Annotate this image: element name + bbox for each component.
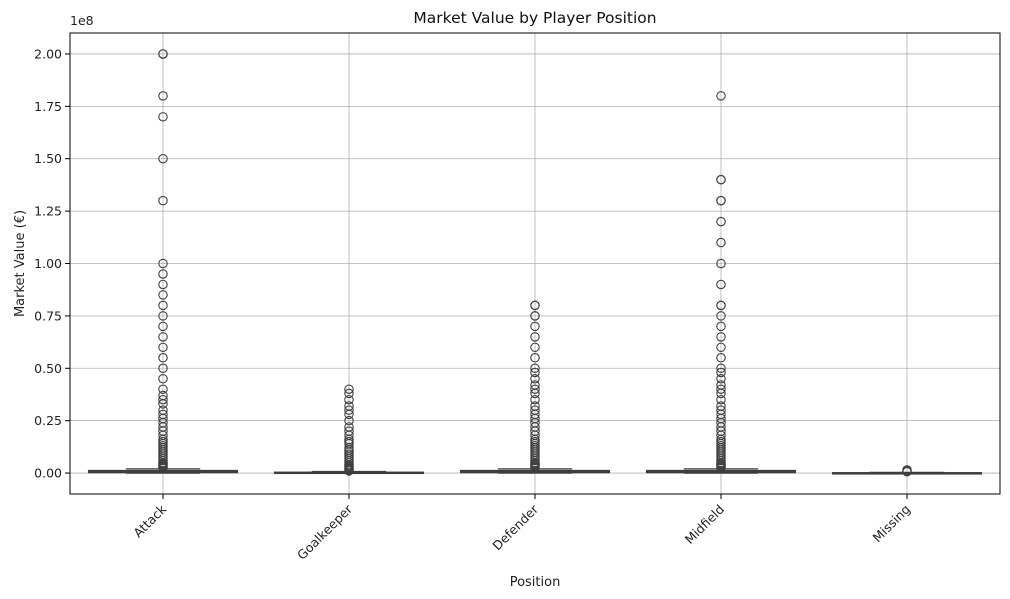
outlier-point <box>530 321 540 332</box>
outlier-point <box>344 388 354 399</box>
y-tick-label: 0.25 <box>34 413 62 428</box>
outlier-point <box>158 463 168 473</box>
outlier-point <box>716 342 726 353</box>
box-midfield <box>645 91 797 474</box>
outlier-point <box>158 91 168 101</box>
box-missing <box>831 465 983 477</box>
outlier-point <box>158 384 168 394</box>
x-axis-label: Position <box>510 575 561 590</box>
outlier-point <box>716 384 726 394</box>
y-tick-label: 1.00 <box>34 256 62 271</box>
y-tick-label: 1.50 <box>34 151 62 166</box>
box-series <box>87 49 983 477</box>
outlier-point <box>158 300 168 311</box>
y-tick-label: 1.25 <box>34 204 62 219</box>
outlier-point <box>530 463 540 473</box>
outlier-point <box>530 373 540 384</box>
outlier-point <box>530 363 540 374</box>
outlier-point <box>158 373 168 384</box>
outlier-point <box>716 332 726 342</box>
box-goalkeeper <box>273 384 425 476</box>
outlier-point <box>716 216 726 227</box>
outlier-point <box>158 342 168 353</box>
outlier-point <box>716 311 726 321</box>
outlier-point <box>344 466 354 476</box>
outlier-point <box>344 405 354 415</box>
outlier-point <box>716 91 726 101</box>
outlier-point <box>716 279 726 290</box>
outlier-point <box>158 49 168 59</box>
outlier-point <box>530 367 540 378</box>
outlier-point <box>716 394 726 405</box>
outlier-point <box>344 394 354 405</box>
outlier-point <box>158 279 168 290</box>
outlier-point <box>902 467 912 477</box>
outlier-point <box>716 237 726 248</box>
outlier-point <box>530 332 540 342</box>
outlier-point <box>716 174 726 185</box>
outlier-point <box>530 394 540 405</box>
outlier-point <box>344 384 354 394</box>
outlier-point <box>530 342 540 353</box>
outlier-point <box>716 195 726 206</box>
outlier-point <box>716 258 726 269</box>
outlier-point <box>158 311 168 321</box>
outlier-point <box>158 269 168 279</box>
outlier-point <box>716 300 726 311</box>
outlier-point <box>158 321 168 332</box>
outlier-point <box>530 384 540 394</box>
box-defender <box>459 300 611 474</box>
outlier-point <box>716 373 726 384</box>
y-axis-ticks: 0.00 0.25 0.50 0.75 1.00 1.25 1.50 1.75 2.00 <box>34 46 70 481</box>
y-axis-label: Market Value (€) <box>13 210 28 317</box>
y-tick-label: 0.50 <box>34 361 62 376</box>
outlier-point <box>716 353 726 363</box>
outlier-point <box>158 394 168 405</box>
outlier-point <box>716 367 726 378</box>
y-axis-scale-label: 1e8 <box>70 13 94 28</box>
outlier-point <box>716 363 726 374</box>
y-tick-label: 0.00 <box>34 466 62 481</box>
outlier-point <box>716 463 726 473</box>
y-tick-label: 2.00 <box>34 46 62 61</box>
outlier-point <box>158 290 168 300</box>
outlier-point <box>158 258 168 269</box>
outlier-point <box>530 311 540 321</box>
outlier-point <box>344 409 354 420</box>
outlier-point <box>158 195 168 206</box>
y-tick-label: 0.75 <box>34 308 62 323</box>
outlier-point <box>158 112 168 122</box>
outlier-point <box>530 353 540 363</box>
outlier-point <box>530 300 540 311</box>
chart-title: Market Value by Player Position <box>413 9 656 27</box>
outlier-point <box>716 388 726 399</box>
y-tick-label: 1.75 <box>34 99 62 114</box>
outlier-point <box>716 321 726 332</box>
outlier-point <box>530 388 540 399</box>
outlier-point <box>158 153 168 164</box>
outlier-point <box>158 353 168 363</box>
box-attack <box>87 49 239 474</box>
outlier-point <box>158 399 168 409</box>
outlier-point <box>158 332 168 342</box>
outlier-point <box>158 363 168 374</box>
outlier-point <box>344 415 354 426</box>
